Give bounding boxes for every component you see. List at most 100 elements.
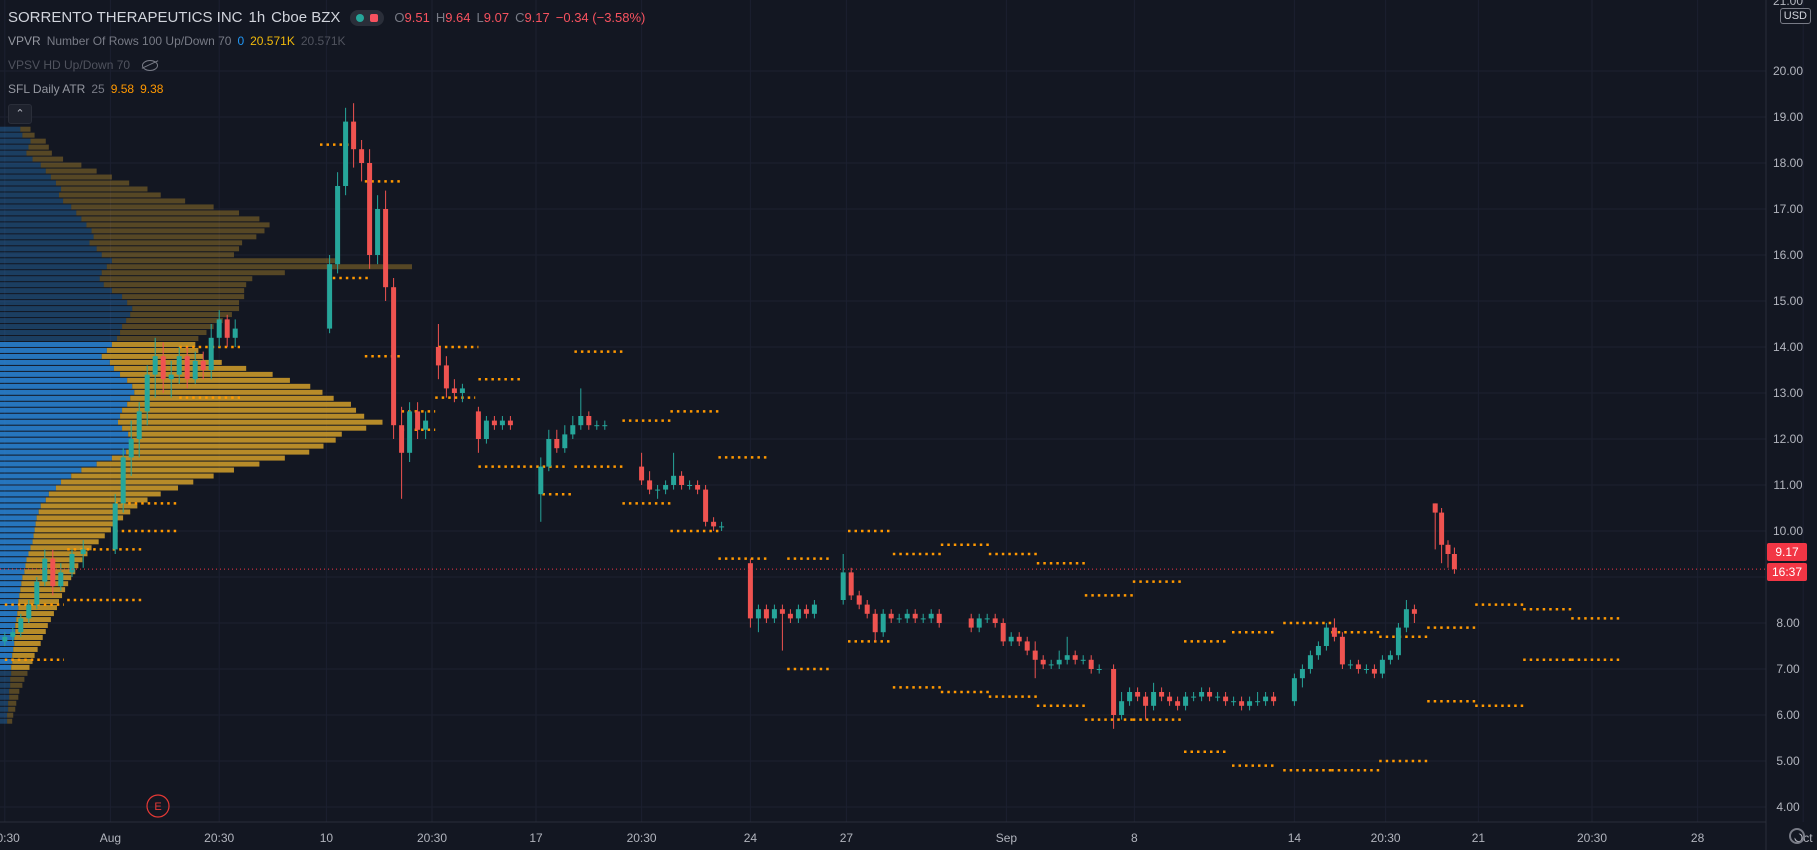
candle-body bbox=[771, 609, 777, 619]
x-tick-label: Sep bbox=[996, 831, 1018, 845]
vp-up-bar bbox=[0, 377, 128, 383]
candle-body bbox=[1159, 692, 1165, 697]
vp-down-bar bbox=[55, 485, 179, 491]
vp-up-bar bbox=[0, 676, 11, 682]
x-tick-label: 8 bbox=[1131, 831, 1138, 845]
x-tick-label: 24 bbox=[744, 831, 758, 845]
vp-up-bar bbox=[0, 575, 23, 581]
vp-up-bar bbox=[0, 712, 8, 718]
last-price-badge: 9.17 bbox=[1767, 543, 1807, 561]
vp-up-bar bbox=[0, 282, 104, 288]
candle-body bbox=[1432, 503, 1438, 513]
vp-down-bar bbox=[127, 377, 290, 383]
candle-body bbox=[554, 439, 560, 449]
vp-up-bar bbox=[0, 318, 127, 324]
vp-up-bar bbox=[0, 198, 64, 204]
candle-body bbox=[120, 457, 126, 504]
candle-body bbox=[936, 613, 942, 623]
vpvr-legend[interactable]: VPVR Number Of Rows 100 Up/Down 70 0 20.… bbox=[8, 34, 346, 48]
candle-body bbox=[1315, 646, 1321, 656]
candle-body bbox=[483, 420, 489, 439]
atr-length: 25 bbox=[91, 82, 105, 96]
candle-body bbox=[112, 503, 118, 550]
candle-body bbox=[1088, 659, 1094, 669]
candle-body bbox=[687, 485, 693, 486]
vp-up-bar bbox=[0, 138, 31, 144]
candle-body bbox=[1183, 696, 1189, 706]
vp-down-bar bbox=[106, 264, 412, 270]
candle-body bbox=[359, 149, 365, 163]
y-tick-label: 13.00 bbox=[1773, 386, 1803, 400]
vp-down-bar bbox=[7, 712, 14, 718]
vp-up-bar bbox=[0, 401, 128, 407]
currency-badge[interactable]: USD bbox=[1779, 8, 1811, 24]
vp-up-bar bbox=[0, 664, 12, 670]
candle-body bbox=[1175, 701, 1181, 706]
vp-up-bar bbox=[0, 491, 49, 497]
vp-up-bar bbox=[0, 395, 131, 401]
vp-down-bar bbox=[101, 270, 285, 276]
earnings-marker-label: E bbox=[154, 801, 161, 813]
vp-up-bar bbox=[0, 222, 87, 228]
vp-up-bar bbox=[0, 264, 107, 270]
vp-up-bar bbox=[0, 581, 22, 587]
vp-up-bar bbox=[0, 341, 112, 347]
vp-up-bar bbox=[0, 216, 82, 222]
vp-down-bar bbox=[89, 240, 243, 246]
candle-body bbox=[200, 360, 206, 370]
vp-down-bar bbox=[71, 204, 214, 210]
candle-body bbox=[647, 480, 653, 490]
vp-down-bar bbox=[38, 509, 131, 515]
vp-down-bar bbox=[120, 413, 365, 419]
vp-down-bar bbox=[9, 694, 19, 700]
vp-up-bar bbox=[0, 706, 9, 712]
candle-body bbox=[594, 425, 600, 427]
vp-up-bar bbox=[0, 168, 46, 174]
vp-down-bar bbox=[20, 587, 66, 593]
candle-body bbox=[1127, 692, 1133, 702]
vp-up-bar bbox=[0, 419, 119, 425]
vp-up-bar bbox=[0, 640, 15, 646]
vpvr-name: VPVR bbox=[8, 34, 41, 48]
candle-body bbox=[904, 613, 910, 619]
vp-up-bar bbox=[0, 431, 129, 437]
vp-down-bar bbox=[130, 443, 324, 449]
interval-label[interactable]: 1h bbox=[248, 9, 266, 26]
vp-up-bar bbox=[0, 485, 56, 491]
vp-up-bar bbox=[0, 605, 19, 611]
vp-up-bar bbox=[0, 527, 35, 533]
y-tick-label: 5.00 bbox=[1776, 754, 1800, 768]
vp-up-bar bbox=[0, 228, 92, 234]
candle-body bbox=[1048, 664, 1054, 666]
candle-body bbox=[928, 613, 934, 619]
vp-down-bar bbox=[50, 174, 112, 180]
candle-body bbox=[602, 425, 608, 427]
vp-down-bar bbox=[15, 623, 48, 629]
hidden-eye-icon[interactable] bbox=[142, 59, 159, 71]
atr-legend[interactable]: SFL Daily ATR 25 9.58 9.38 bbox=[8, 82, 163, 96]
vp-up-bar bbox=[0, 389, 135, 395]
vp-down-bar bbox=[86, 222, 270, 228]
vp-up-bar bbox=[0, 509, 39, 515]
market-status-toggle[interactable] bbox=[350, 9, 385, 26]
vp-up-bar bbox=[0, 652, 13, 658]
vp-down-bar bbox=[132, 383, 311, 389]
open-value: 9.51 bbox=[404, 10, 430, 25]
settings-gear-icon[interactable] bbox=[1789, 828, 1805, 844]
vpsv-legend[interactable]: VPSV HD Up/Down 70 bbox=[8, 58, 159, 72]
vp-up-bar bbox=[0, 150, 27, 156]
y-tick-label: 14.00 bbox=[1773, 340, 1803, 354]
vp-up-bar bbox=[0, 670, 12, 676]
vp-down-bar bbox=[14, 640, 41, 646]
symbol-name[interactable]: SORRENTO THERAPEUTICS INC bbox=[8, 9, 243, 26]
candle-body bbox=[639, 466, 645, 481]
vp-down-bar bbox=[9, 688, 20, 694]
candle-body bbox=[80, 549, 86, 554]
vp-up-bar bbox=[0, 246, 97, 252]
vp-down-bar bbox=[33, 533, 105, 539]
low-value: 9.07 bbox=[483, 10, 510, 25]
collapse-legend-button[interactable]: ⌃ bbox=[8, 104, 32, 124]
candle-body bbox=[415, 411, 421, 430]
